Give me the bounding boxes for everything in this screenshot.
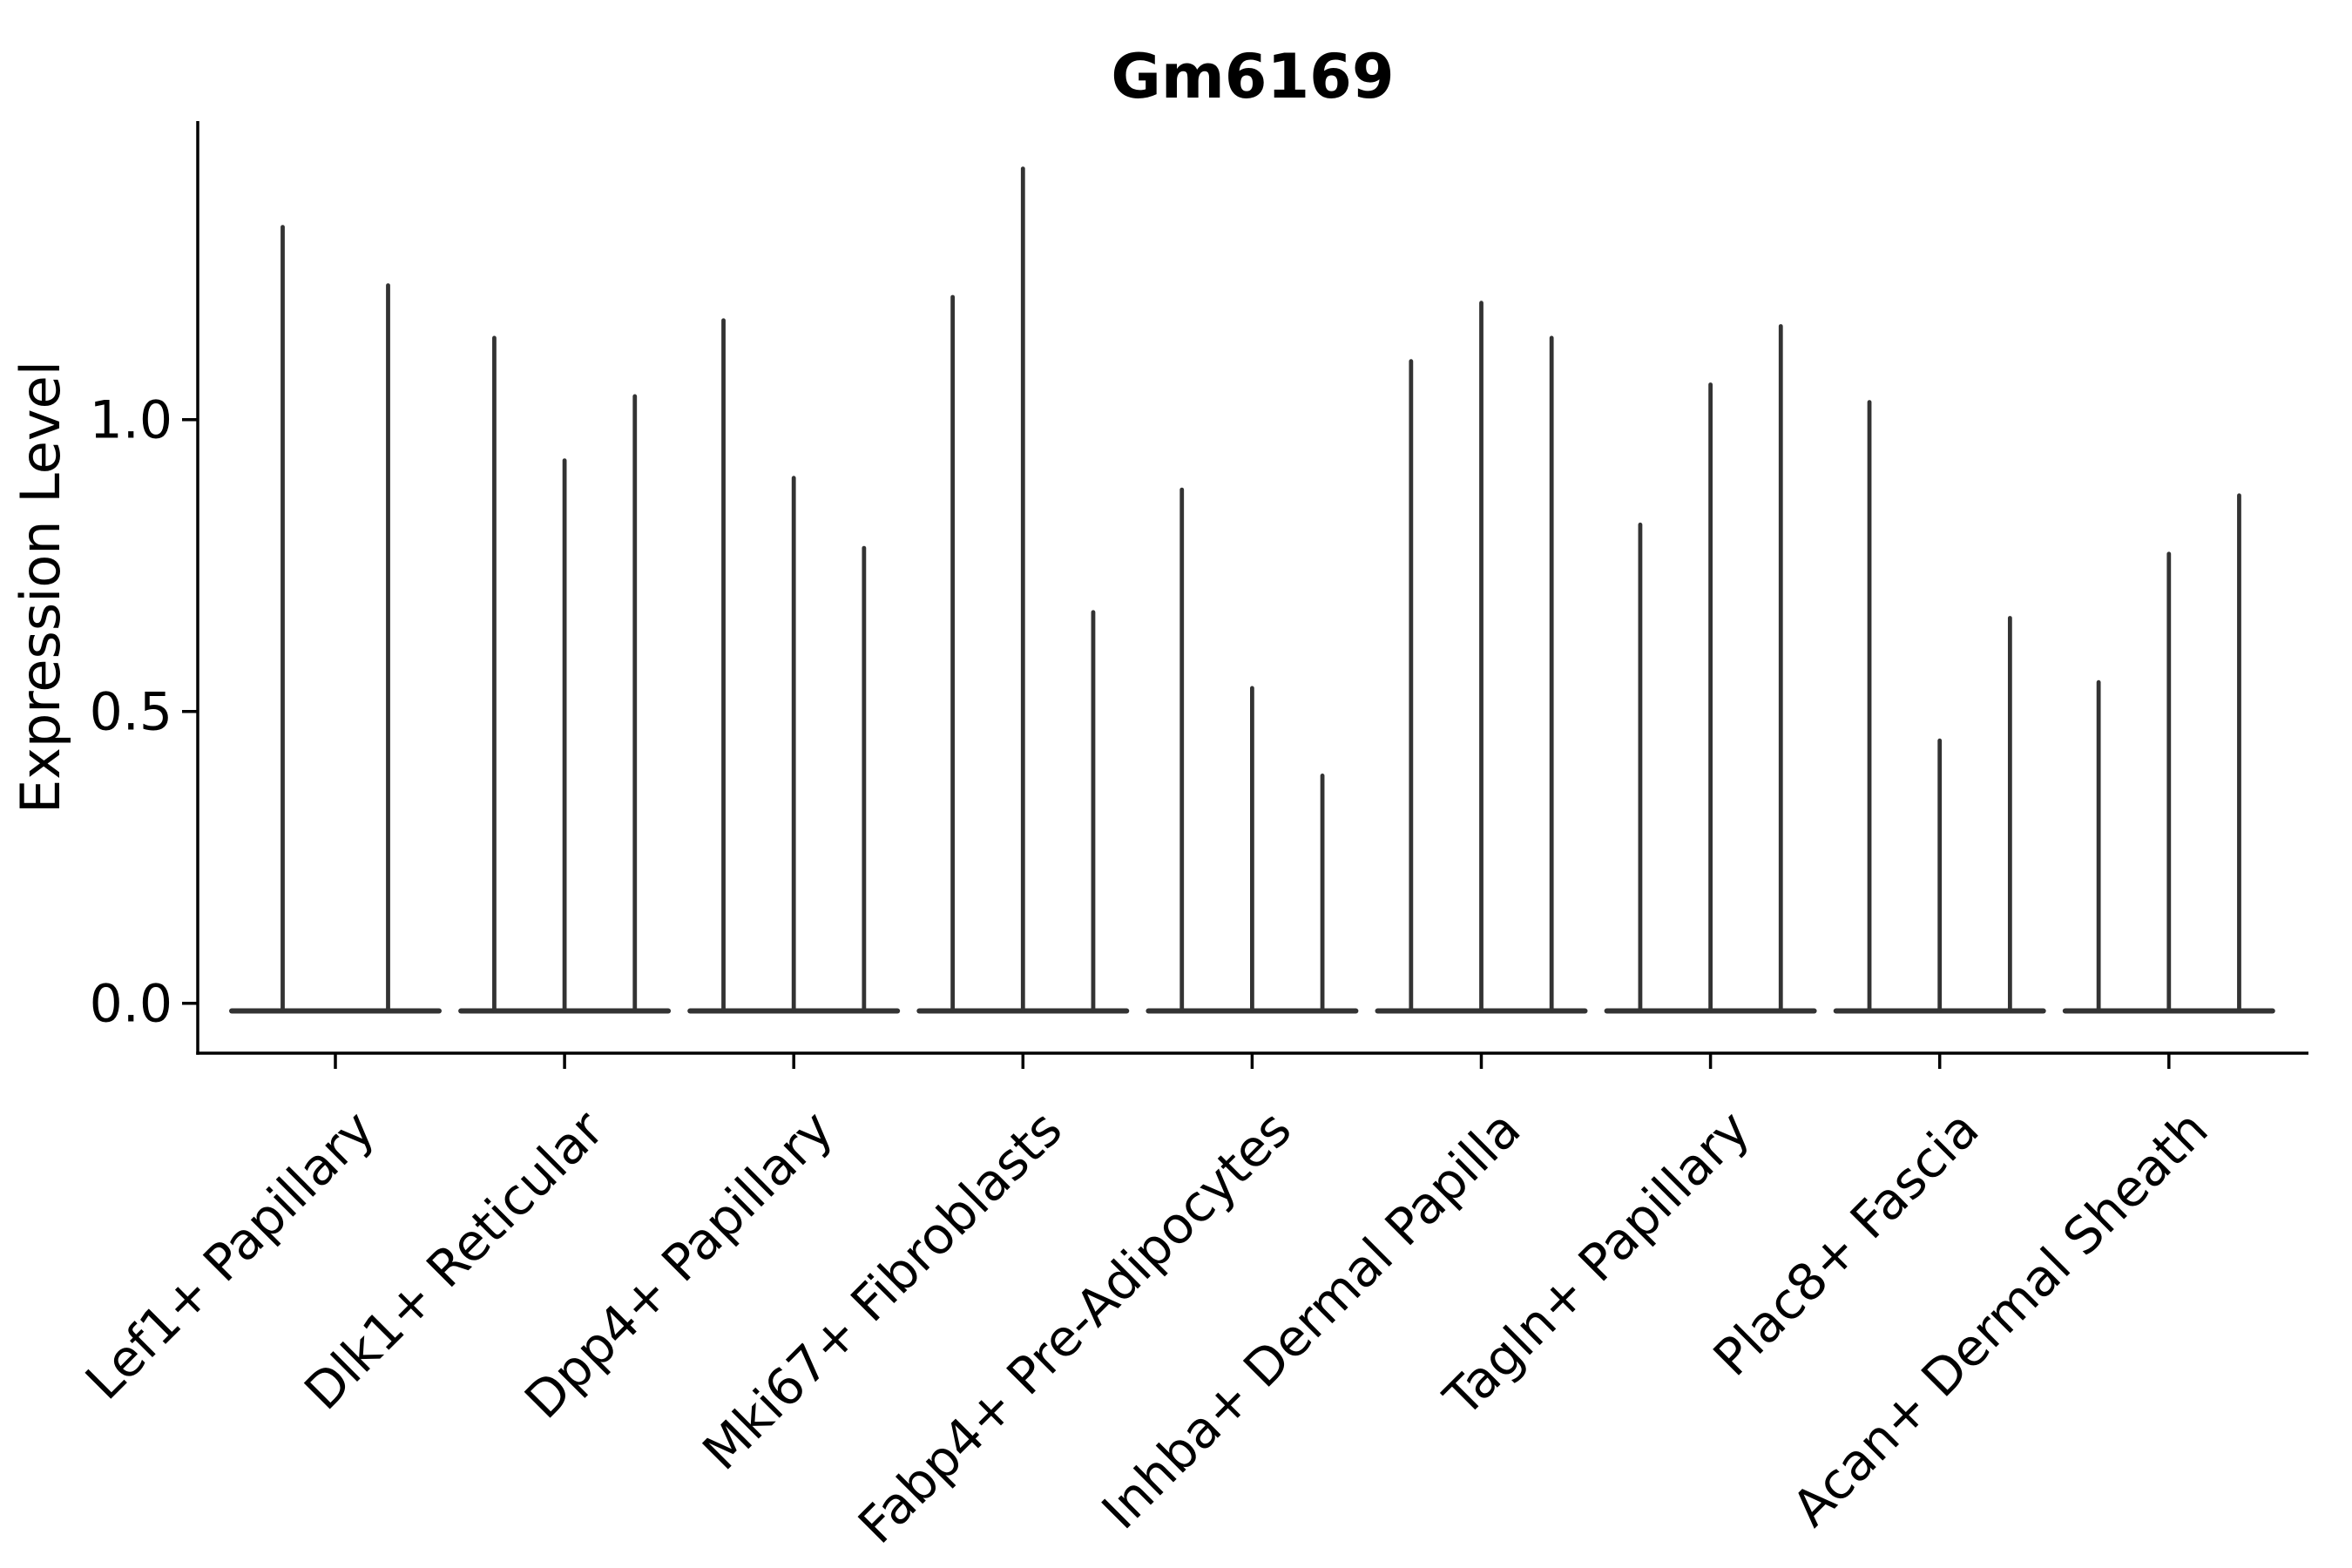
violin-group — [1833, 400, 2046, 1014]
violin-group — [458, 335, 672, 1014]
violin-group — [916, 166, 1130, 1014]
violin-group — [1146, 487, 1359, 1014]
violin-group — [1604, 324, 1817, 1014]
y-axis-ticks: 0.0 0.5 1.0 — [90, 390, 198, 1035]
chart-title: Gm6169 — [1111, 41, 1394, 112]
y-tick-label: 0.0 — [90, 974, 172, 1035]
violin-group — [1375, 301, 1588, 1014]
y-tick-label: 0.5 — [90, 682, 172, 743]
x-tick-label: Fabp4+ Pre-Adipocytes — [847, 1099, 1302, 1555]
x-tick-label: Inhba+ Dermal Papilla — [1091, 1099, 1532, 1541]
violin-group — [687, 318, 901, 1014]
violin-series — [229, 166, 2275, 1014]
violin-group — [2062, 493, 2275, 1014]
y-axis-label: Expression Level — [9, 361, 72, 814]
y-tick-label: 1.0 — [90, 390, 172, 451]
x-tick-label: Acan+ Dermal Sheath — [1781, 1099, 2219, 1538]
x-axis-ticks — [334, 1053, 2171, 1069]
violin-group — [229, 225, 442, 1014]
